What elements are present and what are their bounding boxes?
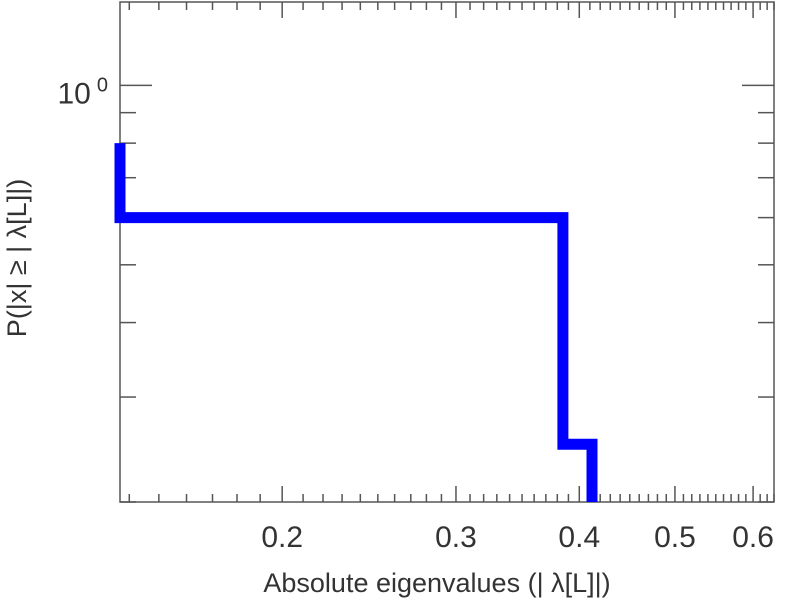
minor-ticks xyxy=(120,2,775,503)
plot-frame xyxy=(119,1,775,503)
series-layer xyxy=(114,143,598,502)
x-tick-labels: 0.2 0.3 0.4 0.5 0.6 xyxy=(261,521,774,554)
x-tick-label: 0.5 xyxy=(654,521,696,554)
x-tick-label: 0.4 xyxy=(558,521,600,554)
major-ticks xyxy=(120,2,774,502)
y-tick-labels: 10 0 xyxy=(58,74,109,110)
y-axis-label: P(|x| ≥ | λ[L]|) xyxy=(2,179,32,337)
y-tick-label: 10 0 xyxy=(58,74,109,110)
x-tick-label: 0.3 xyxy=(435,521,477,554)
x-tick-label: 0.2 xyxy=(261,521,303,554)
x-tick-label: 0.6 xyxy=(732,521,774,554)
series-line xyxy=(114,143,598,502)
x-axis-label: Absolute eigenvalues (| λ[L]|) xyxy=(263,568,610,598)
